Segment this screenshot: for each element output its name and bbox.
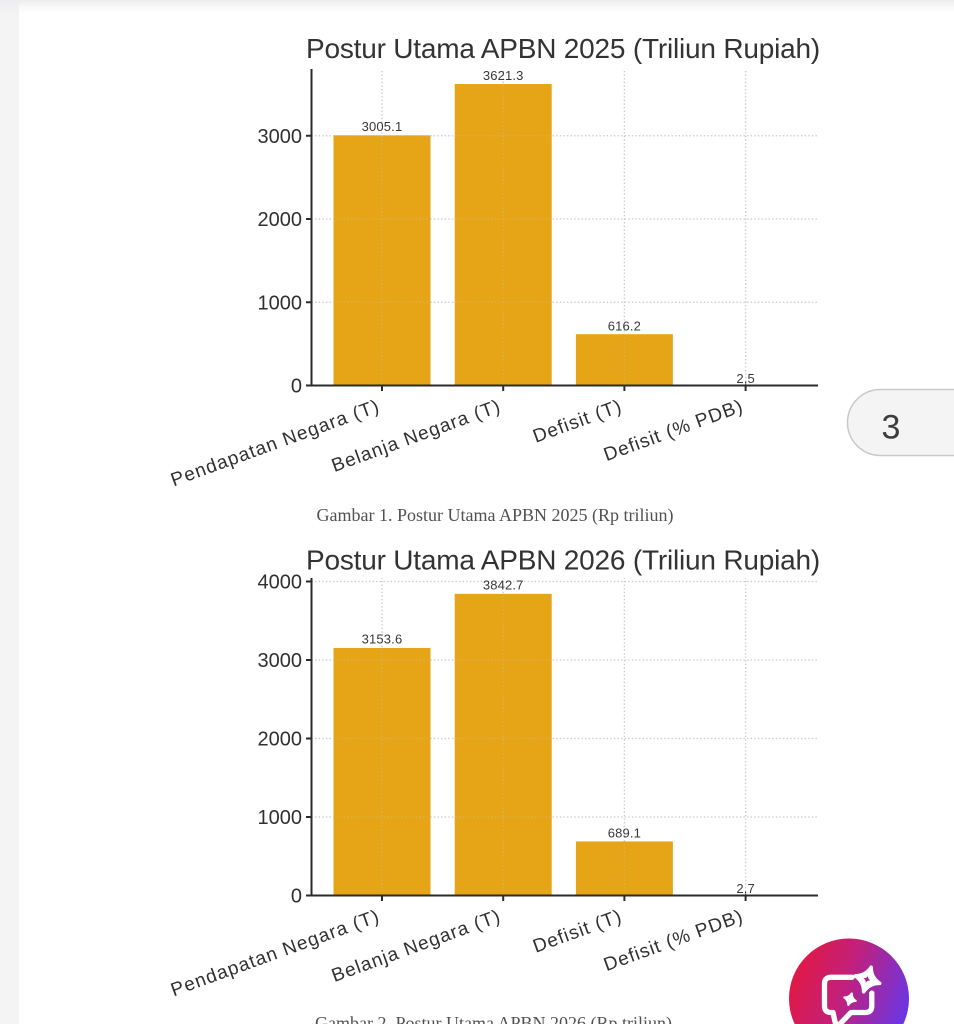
svg-text:3005.1: 3005.1 [362,119,403,134]
svg-text:3842.7: 3842.7 [483,578,524,593]
svg-text:3000: 3000 [258,126,303,148]
svg-text:2,7: 2,7 [736,881,755,896]
svg-text:1000: 1000 [258,292,303,314]
svg-text:0: 0 [291,376,302,398]
svg-text:2,5: 2,5 [736,371,755,386]
svg-text:Defisit (T): Defisit (T) [530,906,625,958]
svg-text:0: 0 [291,886,302,908]
svg-text:689.1: 689.1 [608,826,641,841]
svg-text:3153.6: 3153.6 [362,632,403,647]
svg-text:1000: 1000 [258,807,303,829]
svg-text:Postur Utama APBN 2025 (Triliu: Postur Utama APBN 2025 (Triliun Rupiah) [306,33,820,64]
svg-text:Gambar 1. Postur Utama APBN 20: Gambar 1. Postur Utama APBN 2025 (Rp tri… [317,505,674,526]
svg-text:Defisit (T): Defisit (T) [530,396,625,448]
svg-text:Defisit (% PDB): Defisit (% PDB) [601,396,746,466]
svg-text:616.2: 616.2 [608,319,641,334]
svg-text:2000: 2000 [258,209,303,231]
svg-text:2000: 2000 [258,729,303,751]
svg-text:Pendapatan Negara (T): Pendapatan Negara (T) [168,906,383,1001]
svg-text:Pendapatan Negara (T): Pendapatan Negara (T) [168,396,383,491]
svg-text:4000: 4000 [258,572,303,594]
svg-text:Defisit (% PDB): Defisit (% PDB) [601,906,746,976]
svg-text:3000: 3000 [258,650,303,672]
svg-text:Postur Utama APBN 2026 (Triliu: Postur Utama APBN 2026 (Triliun Rupiah) [306,545,820,576]
svg-text:3621.3: 3621.3 [483,68,524,83]
svg-text:Gambar 2. Postur Utama APBN 20: Gambar 2. Postur Utama APBN 2026 (Rp tri… [315,1013,672,1024]
svg-text:3: 3 [882,409,901,447]
